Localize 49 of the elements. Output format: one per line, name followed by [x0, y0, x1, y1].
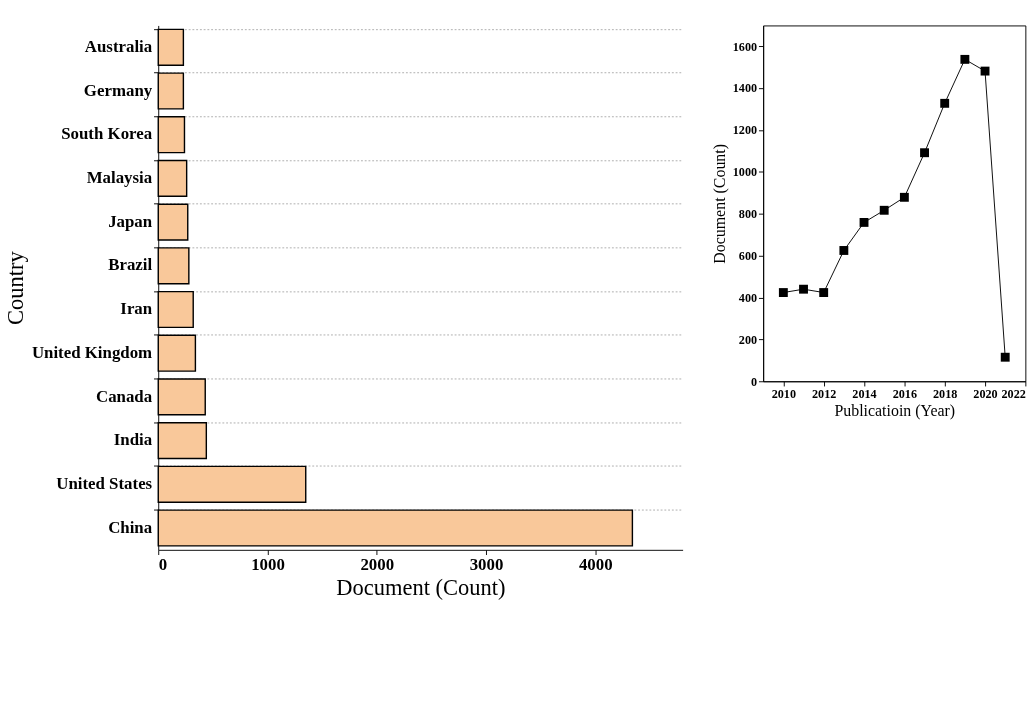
y-tick-label: China: [108, 517, 153, 537]
x-tick-label: 3000: [469, 554, 504, 574]
y-tick-label: Germany: [83, 80, 153, 100]
y-tick-label: Iran: [120, 299, 153, 319]
point: [879, 205, 889, 215]
y-tick-label: South Korea: [61, 124, 153, 144]
x-tick-label: 2016: [892, 386, 917, 401]
x-tick-label: 0: [158, 554, 168, 574]
x-tick-label: 2000: [360, 554, 395, 574]
y-axis-title: Document (Count): [711, 143, 730, 264]
y-tick-label: 200: [738, 332, 758, 347]
point: [819, 288, 829, 297]
y-tick-label: United Kingdom: [31, 342, 153, 362]
point: [940, 98, 950, 108]
y-tick-label: 1200: [732, 123, 758, 138]
y-tick-label: United States: [56, 473, 153, 493]
x-tick-label: 2018: [933, 386, 958, 401]
point: [859, 217, 869, 227]
y-tick-label: Canada: [96, 386, 153, 406]
y-tick-label: Australia: [84, 36, 153, 56]
x-tick-label: 4000: [578, 554, 613, 574]
x-axis-title: Publicatioin (Year): [834, 402, 956, 421]
y-tick-label: 0: [751, 374, 758, 389]
x-tick-label: 2022: [1001, 386, 1026, 401]
x-tick-label: 2010: [771, 386, 796, 401]
y-tick-label: Japan: [108, 211, 153, 231]
y-axis-title: Country: [3, 250, 29, 325]
y-tick-label: 800: [738, 207, 758, 222]
x-axis-title: Document (Count): [336, 575, 506, 601]
point: [899, 192, 909, 202]
point: [839, 246, 849, 255]
point: [778, 288, 788, 297]
y-tick-label: 1000: [732, 165, 758, 180]
y-tick-label: Brazil: [108, 255, 153, 275]
point: [799, 284, 808, 294]
y-tick-label: India: [113, 430, 153, 450]
y-tick-label: 400: [738, 290, 758, 305]
x-tick-label: 2014: [852, 386, 877, 401]
x-tick-label: 2012: [812, 386, 837, 401]
point: [960, 54, 970, 64]
y-tick-label: 600: [738, 248, 758, 263]
x-tick-label: 2020: [973, 386, 998, 401]
point: [980, 66, 990, 76]
y-tick-label: 1400: [732, 81, 758, 96]
y-tick-label: Malaysia: [86, 168, 153, 188]
x-tick-label: 1000: [251, 554, 285, 574]
y-tick-label: 1600: [732, 39, 758, 54]
point: [1000, 352, 1010, 362]
point: [920, 148, 929, 158]
